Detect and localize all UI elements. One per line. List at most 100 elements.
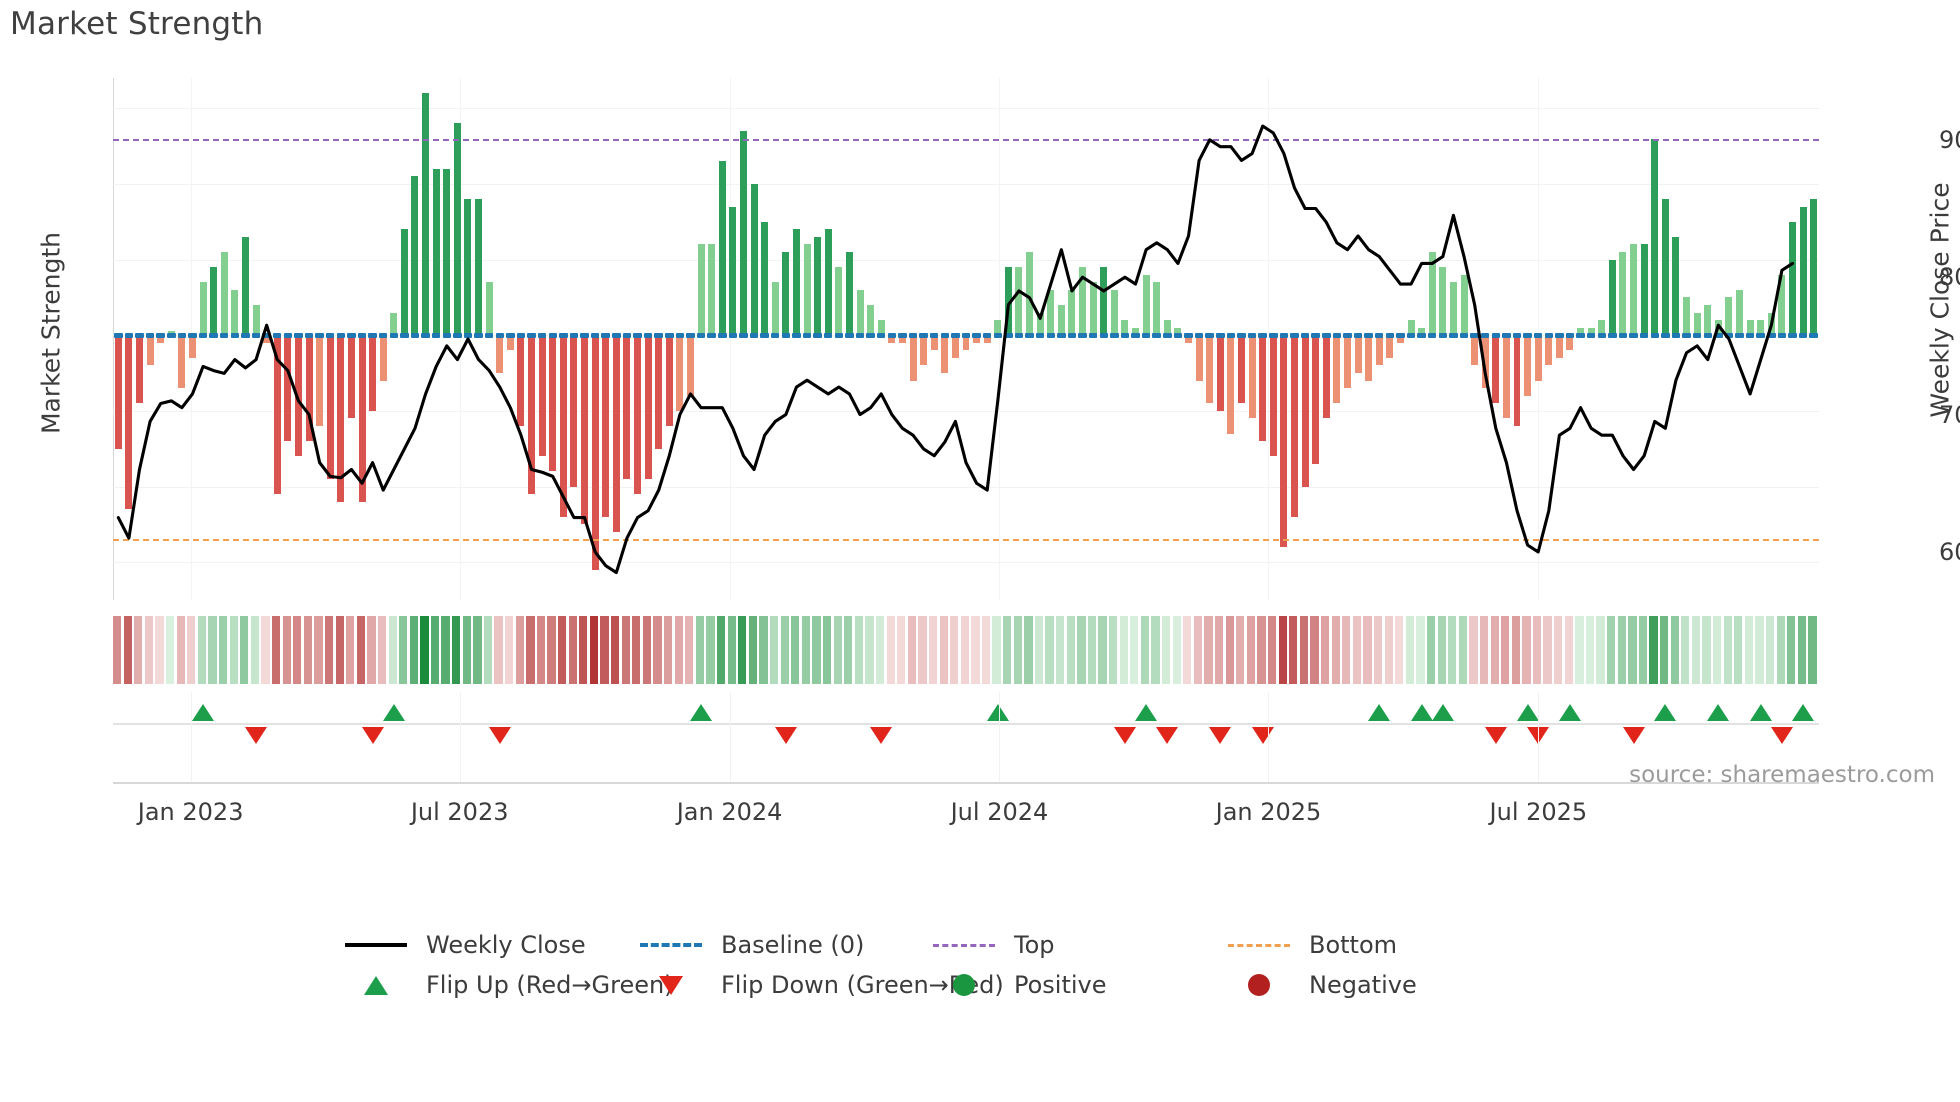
strength-bar [199,282,207,336]
flip-down-marker[interactable] [1527,727,1550,744]
flip-up-marker[interactable] [986,704,1009,721]
strength-bar [1132,327,1140,336]
baseline-marker [696,332,706,338]
heat-cell [1384,616,1393,684]
heat-cell [769,616,779,684]
strength-bar [687,335,694,396]
legend-item-negative[interactable]: Negative [1223,970,1417,1000]
flip-down-marker[interactable] [1622,727,1645,744]
heat-cell [1797,616,1807,684]
heat-cell [1649,616,1658,684]
baseline-marker [951,332,960,338]
baseline-marker [1088,332,1098,338]
baseline-marker [601,332,610,338]
legend-label: Flip Up (Red→Green) [426,971,674,999]
baseline-marker [389,332,399,338]
flip-down-marker[interactable] [774,727,797,744]
flip-up-marker[interactable] [1135,704,1158,721]
flip-down-marker[interactable] [1113,727,1136,744]
baseline-marker [940,332,950,338]
heat-cell [1013,616,1022,684]
baseline-marker [188,332,197,338]
heat-cell [1267,616,1277,684]
heat-cell [250,616,259,684]
baseline-marker [177,332,187,338]
flip-up-marker[interactable] [1410,704,1433,721]
strength-bar [1619,252,1627,336]
baseline-marker [527,332,536,338]
heat-cell [1702,616,1711,684]
baseline-marker [1322,332,1331,338]
heat-cell [1109,616,1118,684]
legend-item-flip-up[interactable]: Flip Up (Red→Green) [340,970,674,1000]
heat-cell [950,616,959,684]
flip-up-marker[interactable] [1368,704,1391,721]
flip-up-marker[interactable] [1749,704,1772,721]
flip-up-marker[interactable] [382,704,405,721]
strength-bar [930,335,938,351]
flip-up-marker[interactable] [1431,704,1454,721]
baseline-marker [1639,332,1649,338]
page-title: Market Strength [10,6,264,42]
vertical-gridline [999,78,1001,600]
strength-bar [528,335,536,495]
flip-up-marker[interactable] [192,704,215,721]
flip-up-marker[interactable] [1558,704,1581,721]
baseline-marker [1502,332,1511,338]
weekly-close-line [116,124,1795,575]
flip-up-marker[interactable] [1516,704,1539,721]
strength-bar [845,252,853,336]
strength-bar [538,335,546,457]
strength-bar [400,229,408,336]
dashed-line-icon [635,943,707,947]
legend-item-positive[interactable]: Positive [928,970,1107,1000]
flip-down-marker[interactable] [1484,727,1507,744]
strength-bar [729,206,737,336]
strength-bar [750,183,758,336]
flip-up-marker[interactable] [690,704,713,721]
baseline-marker [1184,332,1193,338]
heat-cell [1289,616,1298,684]
heat-cell [282,616,291,684]
flip-down-marker[interactable] [1770,727,1793,744]
legend-label: Weekly Close [426,931,586,959]
flip-down-marker[interactable] [488,727,511,744]
strength-bar [1566,335,1574,351]
strength-bar [1343,335,1351,389]
strength-bar [294,335,302,457]
legend-item-baseline[interactable]: Baseline (0) [635,930,864,960]
flip-down-marker[interactable] [1156,727,1179,744]
legend-item-weekly-close[interactable]: Weekly Close [340,930,586,960]
legend-item-top[interactable]: Top [928,930,1055,960]
flip-up-marker[interactable] [1707,704,1730,721]
baseline-marker [1247,332,1257,338]
baseline-marker [1014,332,1024,338]
strength-bar [125,335,133,510]
strength-bar [273,335,281,495]
flip-down-marker[interactable] [1251,727,1274,744]
baseline-marker [537,332,547,338]
flip-down-marker[interactable] [361,727,384,744]
baseline-marker [802,332,812,338]
baseline-marker [908,332,918,338]
flip-up-marker[interactable] [1792,704,1815,721]
baseline-marker [1777,332,1787,338]
flip-down-marker[interactable] [245,727,268,744]
baseline-marker [1735,332,1744,338]
baseline-marker [1396,332,1405,338]
baseline-marker [590,332,600,338]
strength-bar [1418,327,1426,336]
baseline-marker [1004,332,1013,338]
flip-down-marker[interactable] [1209,727,1232,744]
strength-bar [771,282,779,336]
legend-item-bottom[interactable]: Bottom [1223,930,1397,960]
heat-cell [748,616,758,684]
heat-cell [505,616,514,684]
heat-cell [600,616,609,684]
strength-bar [1110,289,1118,336]
baseline-marker [643,332,653,338]
flip-up-marker[interactable] [1654,704,1677,721]
heat-cell [123,616,132,684]
strength-bar [1206,335,1214,404]
flip-down-marker[interactable] [870,727,893,744]
